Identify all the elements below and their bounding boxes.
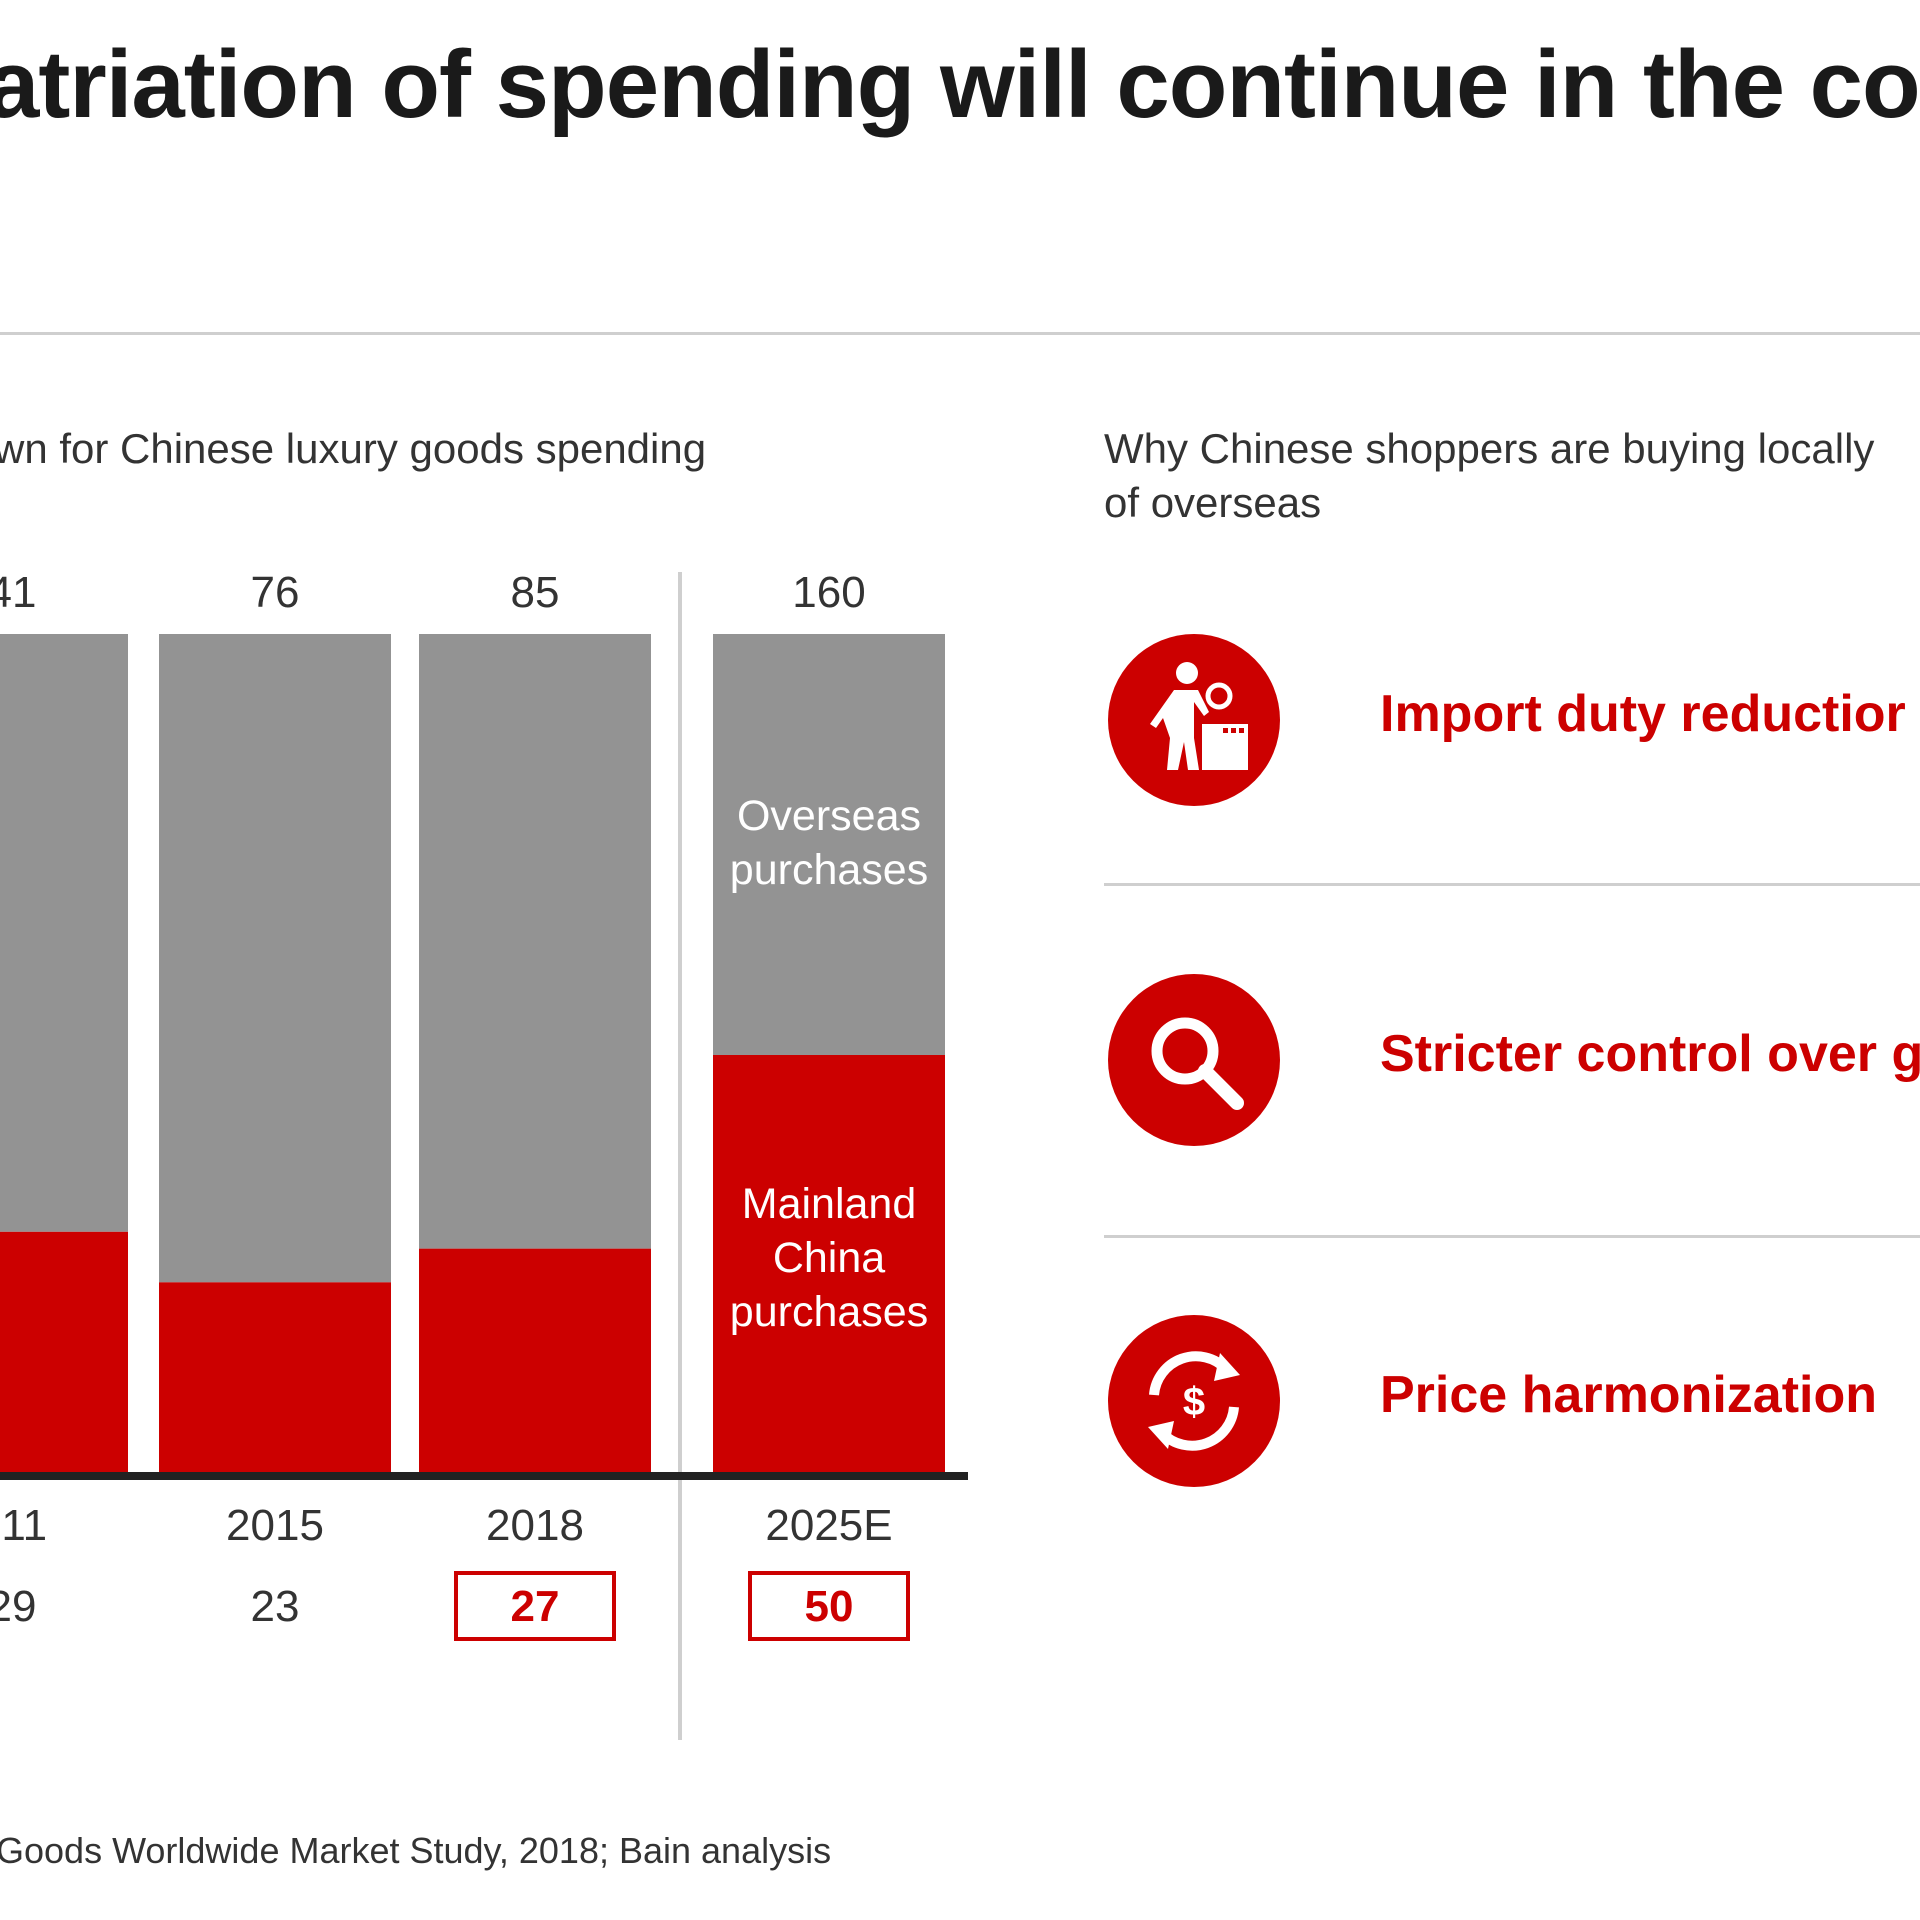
bar-mainland-1 (159, 1282, 391, 1476)
bar-overseas-2 (419, 634, 651, 1249)
svg-text:$: $ (1183, 1380, 1205, 1424)
reason-label-price-harmonization: Price harmonization (1380, 1366, 1877, 1424)
reason-divider (1104, 883, 1920, 886)
bar-overseas-3 (713, 634, 945, 1055)
bar-total-label: 41 (0, 568, 36, 617)
bar-total-label: 76 (251, 568, 300, 617)
reason-divider (1104, 1235, 1920, 1238)
source-note: Goods Worldwide Market Study, 2018; Bain… (0, 1830, 832, 1871)
share-highlight-box (748, 1571, 910, 1641)
segment-label-overseas: Overseas purchases (730, 792, 928, 894)
customs-officer-icon (1108, 634, 1280, 806)
mainland-share-label: 23 (251, 1582, 300, 1631)
title-divider (0, 332, 1920, 335)
bar-overseas-1 (159, 634, 391, 1283)
dollar-cycle-icon: $ (1108, 1315, 1280, 1487)
page-title: atriation of spending will continue in t… (0, 31, 1920, 138)
bar-mainland-2 (419, 1248, 651, 1476)
share-highlight-box (454, 1571, 616, 1641)
segment-label-mainland: Mainland China purchases (730, 1180, 928, 1336)
stacked-bar-chart: 41 011 29 76 2015 23 85 2018 27 160 2025E 50 Oversea… (0, 568, 968, 1740)
reason-label-import-duty: Import duty reductior (1380, 685, 1906, 743)
bar-mainland-0 (0, 1231, 128, 1476)
reason-label-stricter-control: Stricter control over g (1380, 1025, 1920, 1083)
mainland-share-label: 27 (511, 1582, 560, 1631)
reasons-subtitle: Why Chinese shoppers are buying locally … (1104, 425, 1875, 526)
x-tick-label: 2018 (486, 1501, 584, 1550)
magnifier-icon (1108, 974, 1280, 1146)
mainland-share-label: 29 (0, 1582, 36, 1631)
bar-overseas-0 (0, 634, 128, 1232)
x-tick-label: 2015 (226, 1501, 324, 1550)
chart-subtitle: wn for Chinese luxury goods spending (0, 425, 707, 472)
bar-mainland-3 (713, 1055, 945, 1476)
bar-total-label: 160 (792, 568, 865, 617)
mainland-share-label: 50 (805, 1582, 854, 1631)
x-tick-label: 2025E (765, 1501, 892, 1550)
x-tick-label: 011 (0, 1501, 47, 1550)
bar-total-label: 85 (511, 568, 560, 617)
